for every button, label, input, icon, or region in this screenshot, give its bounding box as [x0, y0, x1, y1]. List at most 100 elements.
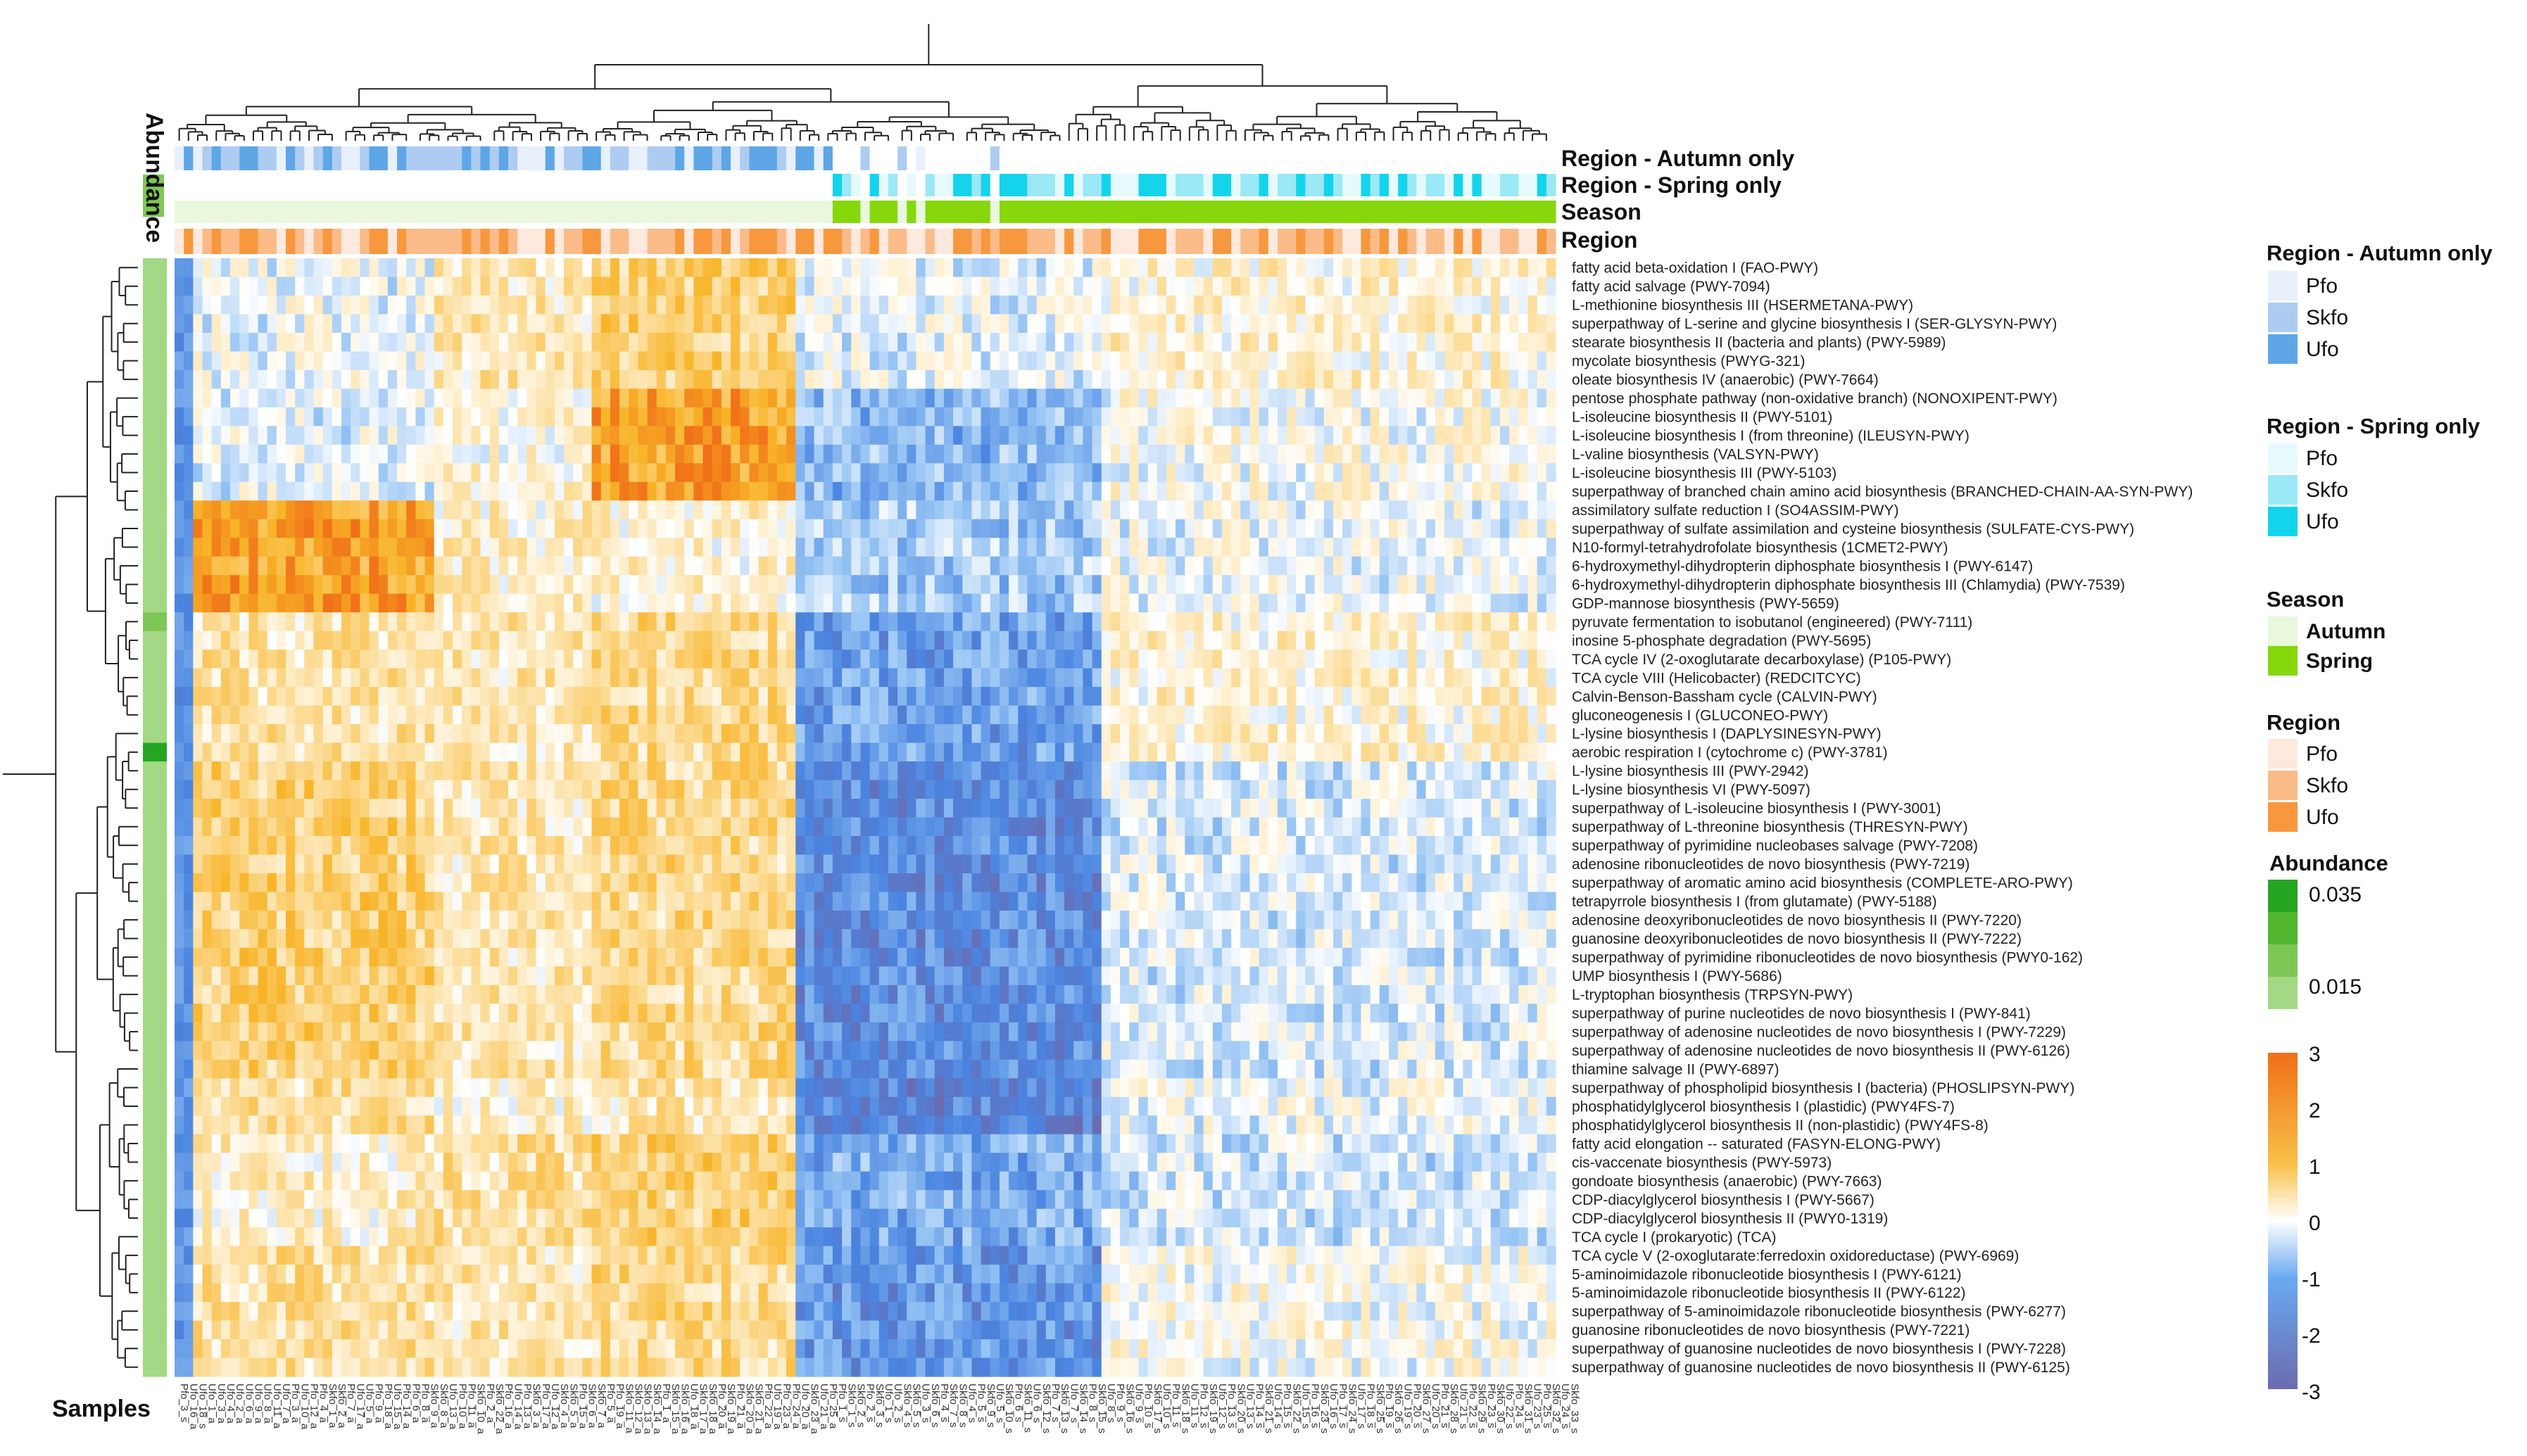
abundance-cell — [143, 1022, 167, 1042]
heatmap-cell — [397, 650, 407, 669]
heatmap-cell — [471, 332, 481, 353]
heatmap-cell — [1287, 668, 1297, 688]
heatmap-cell — [1045, 388, 1056, 408]
heatmap-cell — [573, 687, 583, 707]
heatmap-cell — [1194, 258, 1204, 278]
annotation-cell — [869, 174, 880, 196]
heatmap-cell — [832, 407, 843, 426]
annotation-cell — [1332, 174, 1343, 196]
annotation-cell — [1370, 174, 1380, 196]
annotation-cell — [600, 146, 611, 170]
heatmap-cell — [424, 687, 435, 707]
heatmap-cell — [1009, 668, 1019, 688]
heatmap-cell — [1490, 277, 1501, 296]
heatmap-cell — [276, 668, 286, 688]
heatmap-cell — [842, 332, 852, 353]
heatmap-cell — [1166, 407, 1176, 426]
annotation-cell — [304, 201, 315, 223]
heatmap-cell — [1342, 314, 1352, 334]
heatmap-cell — [1490, 668, 1501, 688]
heatmap-cell — [545, 426, 555, 445]
heatmap-cell — [1194, 388, 1204, 408]
abundance-cell — [143, 742, 167, 762]
heatmap-cell — [184, 500, 194, 520]
heatmap-cell — [758, 481, 769, 501]
heatmap-cell — [767, 351, 778, 371]
heatmap-cell — [230, 519, 240, 538]
abundance-cell — [143, 705, 167, 725]
heatmap-cell — [1176, 519, 1185, 538]
heatmap-cell — [1138, 481, 1149, 501]
heatmap-cell — [878, 351, 889, 371]
heatmap-cell — [1176, 463, 1185, 483]
heatmap-cell — [953, 407, 963, 426]
heatmap-cell — [1398, 444, 1408, 464]
heatmap-cell — [517, 575, 527, 595]
heatmap-cell — [1009, 500, 1019, 520]
annotation-cell — [600, 229, 611, 254]
annotation-cell — [1036, 146, 1047, 170]
heatmap-cell — [267, 388, 277, 408]
abundance-cell — [143, 1265, 167, 1284]
annotation-cell — [424, 146, 435, 170]
heatmap-cell — [1379, 277, 1389, 296]
heatmap-cell — [239, 650, 249, 669]
heatmap-cell — [1509, 277, 1519, 296]
heatmap-cell — [925, 332, 935, 353]
heatmap-cell — [443, 612, 453, 632]
heatmap-cell — [907, 556, 917, 576]
heatmap-cell — [842, 538, 852, 557]
heatmap-cell — [702, 650, 713, 669]
annotation-cell — [758, 174, 769, 196]
column-dendrogram — [178, 24, 1547, 141]
heatmap-cell — [1379, 314, 1389, 334]
heatmap-cell — [647, 556, 657, 576]
heatmap-cell — [888, 650, 898, 669]
heatmap-cell — [220, 538, 231, 557]
heatmap-cell — [498, 369, 509, 389]
heatmap-cell — [480, 650, 491, 669]
heatmap-cell — [1221, 519, 1232, 538]
annotation-cell — [814, 174, 824, 196]
annotation-cell — [1472, 201, 1482, 223]
heatmap-cell — [610, 650, 620, 669]
abundance-cell — [143, 1208, 167, 1228]
heatmap-cell — [211, 724, 222, 744]
heatmap-cell — [1147, 258, 1158, 278]
heatmap-cell — [1342, 481, 1352, 501]
annotation-cell — [814, 146, 824, 170]
heatmap-cell — [1259, 426, 1269, 445]
heatmap-cell — [1379, 519, 1389, 538]
heatmap-cell — [332, 575, 342, 595]
heatmap-cell — [1092, 426, 1102, 445]
heatmap-cell — [1240, 556, 1251, 576]
heatmap-cell — [990, 314, 1000, 334]
heatmap-cell — [517, 500, 527, 520]
heatmap-cell — [832, 631, 843, 650]
heatmap-cell — [313, 650, 324, 669]
annotation-cell — [211, 229, 222, 254]
heatmap-cell — [248, 575, 259, 595]
annotation-cell — [406, 146, 416, 170]
heatmap-cell — [1518, 314, 1529, 334]
heatmap-cell — [480, 295, 491, 315]
annotation-cell — [878, 174, 889, 196]
annotation-cell — [971, 229, 982, 254]
heatmap-cell — [610, 332, 620, 353]
heatmap-cell — [1527, 332, 1538, 353]
heatmap-cell — [1045, 687, 1056, 707]
heatmap-cell — [897, 258, 907, 278]
heatmap-cell — [619, 332, 629, 353]
heatmap-cell — [387, 519, 398, 538]
heatmap-cell — [1472, 668, 1482, 688]
heatmap-cell — [1147, 388, 1158, 408]
heatmap-cell — [999, 631, 1009, 650]
heatmap-cell — [434, 295, 444, 315]
heatmap-cell — [248, 705, 259, 725]
heatmap-cell — [184, 593, 194, 613]
heatmap-cell — [489, 481, 500, 501]
heatmap-cell — [1537, 612, 1547, 632]
heatmap-cell — [184, 481, 194, 501]
annotation-cell — [1361, 201, 1371, 223]
heatmap-cell — [286, 519, 296, 538]
